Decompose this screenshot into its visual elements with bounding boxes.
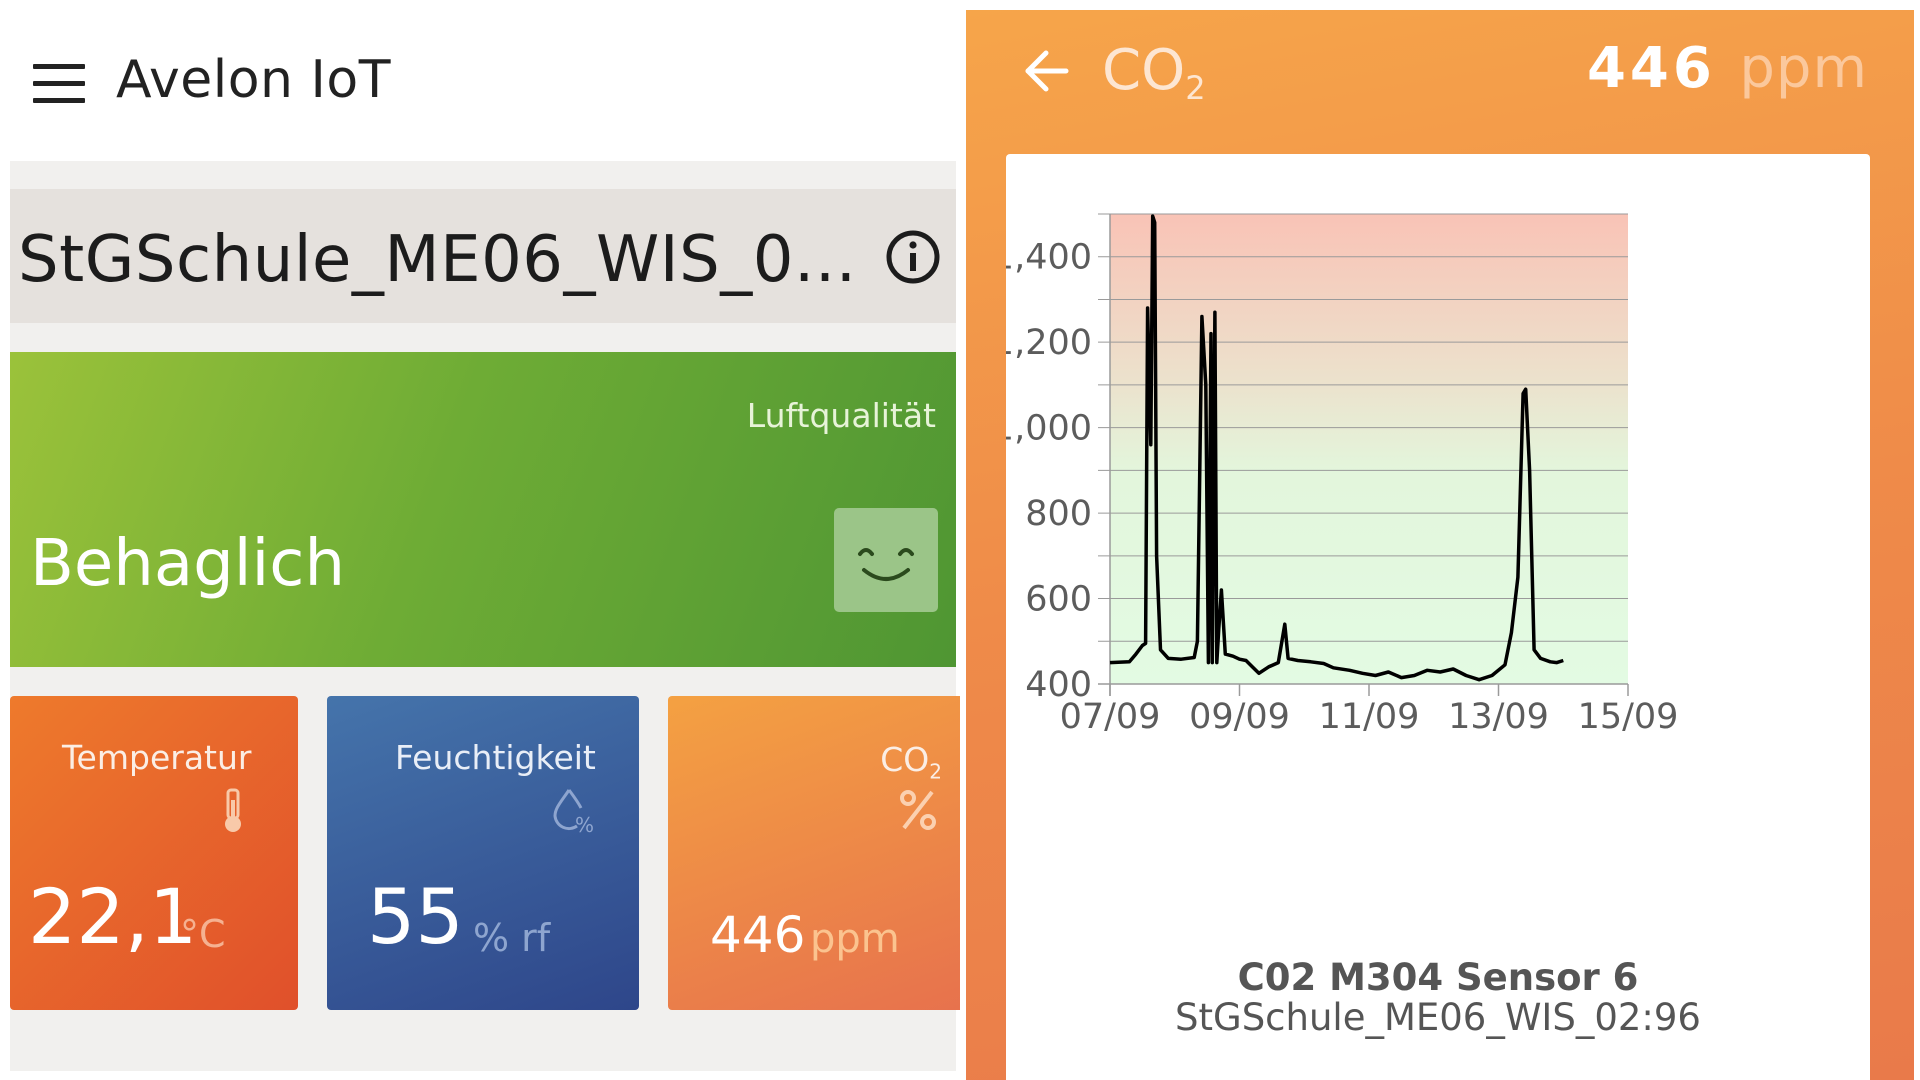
app-bar: Avelon IoT — [0, 0, 960, 160]
device-name: StGSchule_ME06_WIS_0... — [18, 223, 857, 297]
device-header: StGSchule_ME06_WIS_0... — [10, 189, 956, 323]
air-quality-card[interactable]: Luftqualität Behaglich — [10, 352, 956, 667]
humidity-tile[interactable]: Feuchtigkeit % 55 % rf — [327, 696, 639, 1010]
y-tick-label: 400 — [1025, 665, 1092, 705]
menu-icon[interactable] — [33, 64, 85, 104]
detail-title: CO2 — [1102, 38, 1206, 107]
info-icon[interactable] — [885, 229, 941, 289]
y-tick-label: 600 — [1025, 580, 1092, 620]
temperature-label: Temperatur — [62, 738, 252, 777]
humidity-unit: % rf — [473, 916, 551, 960]
x-tick-label: 13/09 — [1448, 697, 1549, 737]
co2-tile[interactable]: CO2 446 ppm — [668, 696, 960, 1010]
temperature-unit: °C — [180, 912, 226, 956]
co2-value: 446 — [710, 906, 806, 964]
temperature-value: 22,1 — [28, 872, 198, 961]
chart-background-zone — [1110, 214, 1628, 684]
humidity-label: Feuchtigkeit — [395, 738, 596, 777]
y-tick-label: 1,400 — [1006, 238, 1092, 278]
co2-line-chart[interactable]: 400 600 800 1,000 1,200 1,400 07/09 09/09 11/09 1… — [1006, 154, 1870, 954]
x-tick-label: 09/09 — [1189, 697, 1290, 737]
humidity-value: 55 — [367, 872, 464, 961]
air-quality-label: Luftqualität — [746, 396, 936, 435]
humidity-drop-icon: % — [549, 786, 597, 838]
x-tick-label: 07/09 — [1060, 697, 1161, 737]
co2-detail-panel: CO2 446 ppm 400 600 800 1,000 1,200 1,400 07/0… — [966, 10, 1914, 1080]
x-tick-label: 11/09 — [1319, 697, 1420, 737]
x-tick-label: 15/09 — [1578, 697, 1679, 737]
smiley-icon[interactable] — [834, 508, 938, 612]
sensor-name: C02 M304 Sensor 6 — [1237, 956, 1639, 999]
detail-value-unit: ppm — [1739, 36, 1868, 101]
y-tick-label: 1,000 — [1006, 409, 1092, 449]
back-arrow-icon[interactable] — [1024, 48, 1070, 98]
svg-text:%: % — [575, 813, 594, 834]
air-quality-status: Behaglich — [30, 527, 345, 601]
co2-series-line — [1109, 214, 1564, 682]
chart-card: 400 600 800 1,000 1,200 1,400 07/09 09/09 11/09 1… — [1006, 154, 1870, 1080]
temperature-tile[interactable]: Temperatur 22,1 °C — [10, 696, 298, 1010]
detail-value: 446 ppm — [1587, 36, 1868, 101]
percent-icon — [898, 788, 938, 836]
thermometer-icon — [220, 788, 246, 838]
sensor-device-name: StGSchule_ME06_WIS_02:96 — [1175, 996, 1701, 1039]
dashboard-panel: Avelon IoT StGSchule_ME06_WIS_0... Luftq… — [0, 0, 960, 1071]
y-tick-label: 800 — [1025, 494, 1092, 534]
co2-unit: ppm — [810, 916, 900, 962]
co2-label: CO2 — [880, 740, 942, 784]
detail-value-number: 446 — [1586, 36, 1716, 101]
y-tick-label: 1,200 — [1006, 323, 1092, 363]
app-title: Avelon IoT — [116, 50, 391, 110]
